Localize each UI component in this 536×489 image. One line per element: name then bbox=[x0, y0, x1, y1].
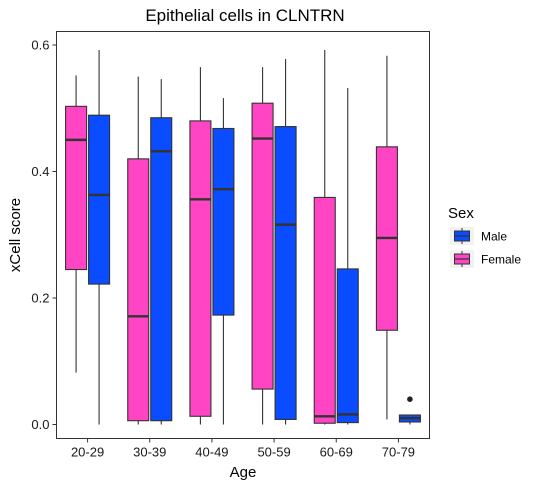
legend-label-female: Female bbox=[481, 253, 521, 267]
y-axis: 0.0 0.2 0.4 0.6 bbox=[31, 38, 57, 432]
x-tick-label: 30-39 bbox=[133, 445, 166, 460]
box-body bbox=[274, 126, 297, 420]
box-female-50-59 bbox=[251, 67, 274, 425]
x-tick-label: 60-69 bbox=[320, 445, 353, 460]
box-body bbox=[251, 102, 274, 390]
boxplot-series bbox=[65, 50, 421, 425]
x-tick-label: 40-49 bbox=[195, 445, 228, 460]
box-female-60-69 bbox=[313, 50, 336, 425]
box-body bbox=[127, 158, 150, 422]
legend: Sex Male Female bbox=[448, 205, 521, 268]
x-axis: 20-29 30-39 40-49 50-59 60-69 70-79 bbox=[71, 438, 415, 460]
box-male-20-29 bbox=[88, 50, 111, 425]
box-female-70-79 bbox=[375, 55, 398, 420]
y-tick-label: 0.6 bbox=[31, 38, 49, 53]
box-female-30-39 bbox=[127, 76, 150, 425]
outlier-point bbox=[407, 396, 413, 403]
box-female-40-49 bbox=[189, 67, 212, 425]
x-axis-title: Age bbox=[230, 464, 257, 481]
y-tick-label: 0.2 bbox=[31, 291, 49, 306]
y-tick-label: 0.4 bbox=[31, 164, 49, 179]
legend-key-male bbox=[450, 227, 474, 245]
plot-panel bbox=[56, 31, 430, 439]
box-body bbox=[336, 268, 359, 424]
x-tick-label: 50-59 bbox=[257, 445, 290, 460]
y-tick-label: 0.0 bbox=[31, 417, 49, 432]
box-body bbox=[88, 114, 111, 285]
legend-key-female bbox=[450, 250, 474, 268]
y-axis-title: xCell score bbox=[7, 198, 24, 272]
box-body bbox=[150, 117, 173, 422]
box-body bbox=[313, 196, 336, 424]
box-body bbox=[65, 105, 88, 271]
box-male-30-39 bbox=[150, 79, 173, 425]
box-female-20-29 bbox=[65, 75, 88, 373]
box-male-50-59 bbox=[274, 58, 297, 425]
x-tick-label: 20-29 bbox=[71, 445, 104, 460]
box-male-70-79 bbox=[398, 396, 421, 425]
legend-title: Sex bbox=[448, 205, 474, 222]
legend-label-male: Male bbox=[481, 230, 507, 244]
box-male-60-69 bbox=[336, 88, 359, 425]
box-body bbox=[212, 127, 235, 316]
chart-title: Epithelial cells in CLNTRN bbox=[145, 6, 344, 25]
x-tick-label: 70-79 bbox=[382, 445, 415, 460]
box-body bbox=[189, 120, 212, 417]
box-male-40-49 bbox=[212, 98, 235, 425]
